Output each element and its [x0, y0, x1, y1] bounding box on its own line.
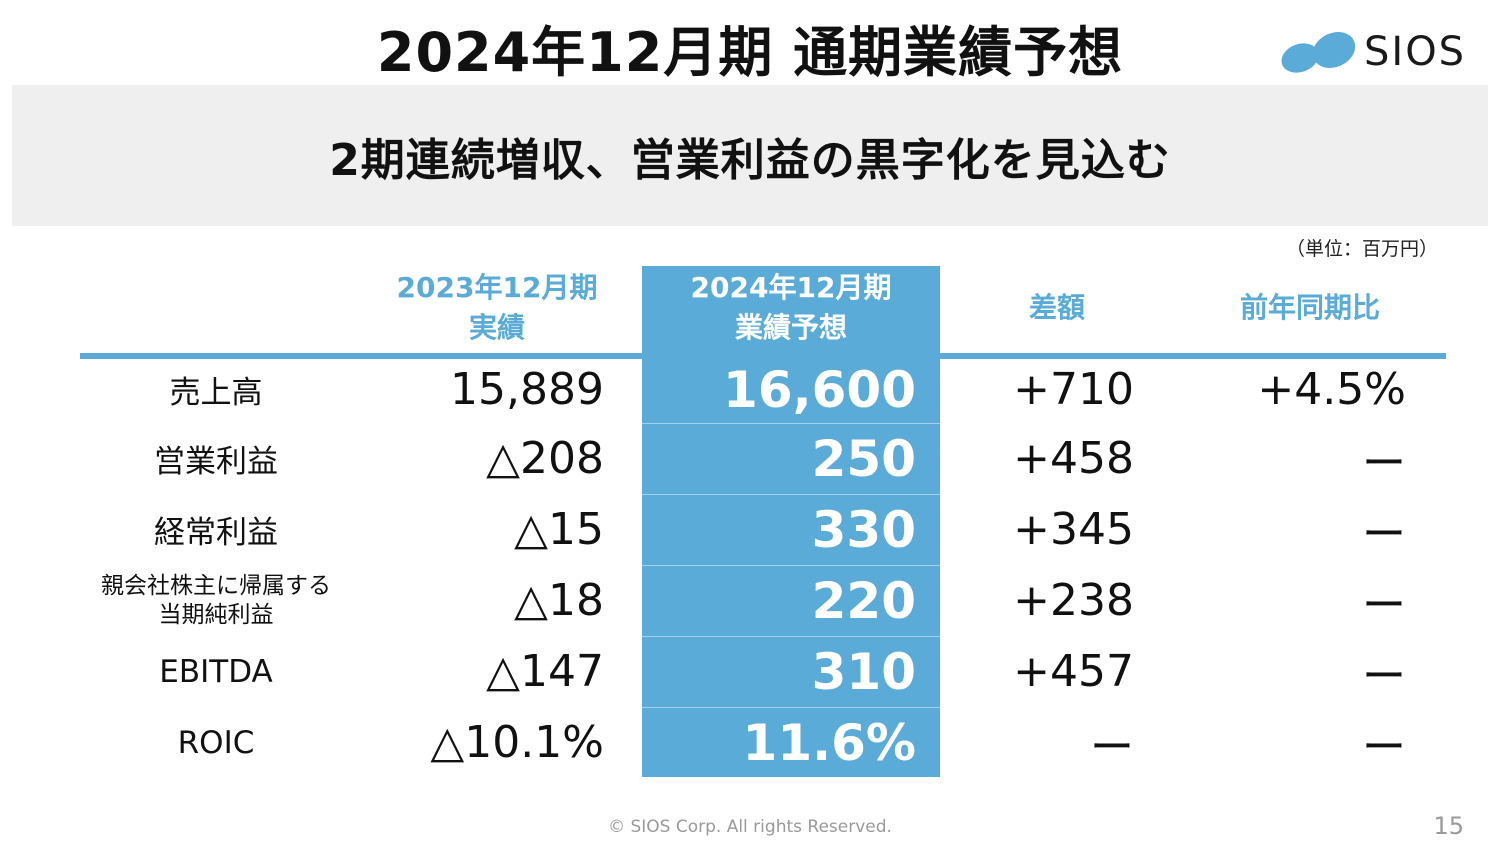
row-separator [642, 423, 940, 424]
prev-year-value: △147 [486, 646, 604, 697]
row-separator [642, 636, 940, 637]
yoy-value: +4.5% [1257, 364, 1406, 415]
yoy-value: ー [1362, 508, 1406, 560]
forecast-value: 11.6% [742, 713, 916, 772]
row-separator [642, 565, 940, 566]
row-label: 営業利益 [154, 444, 278, 480]
header-prev-year: 2023年12月期 実績 [370, 268, 624, 348]
forecast-value: 250 [811, 429, 916, 488]
header-prev-year-line1: 2023年12月期 [396, 271, 598, 304]
prev-year-value: 15,889 [450, 364, 604, 415]
prev-year-value: △18 [514, 575, 604, 626]
prev-year-value: △208 [486, 433, 604, 484]
header-rule [80, 353, 1446, 359]
copyright-footer: © SIOS Corp. All rights Reserved. [608, 817, 892, 837]
sios-droplets-logo-icon [1281, 32, 1356, 73]
header-yoy: 前年同期比 [1239, 291, 1380, 324]
header-prev-year-line2: 実績 [468, 311, 525, 344]
row-label-line2: 当期純利益 [158, 601, 274, 628]
row-label: 経常利益 [154, 515, 278, 551]
row-label: EBITDA [159, 653, 273, 690]
row-label: ROIC [177, 724, 255, 761]
yoy-value: ー [1362, 650, 1406, 702]
row-separator [642, 707, 940, 708]
forecast-column-highlight [642, 266, 940, 777]
page-title: 2024年12月期 通期業績予想 [376, 21, 1124, 84]
header-forecast-line2: 業績予想 [734, 311, 847, 344]
difference-value: +345 [1013, 504, 1134, 555]
table-row: 親会社株主に帰属する 当期純利益 △18 220 +238 ー [80, 565, 1446, 636]
yoy-value: ー [1362, 437, 1406, 489]
headline-banner: 2期連続増収、営業利益の黒字化を見込む [12, 85, 1488, 226]
difference-value: ー [1090, 721, 1134, 773]
difference-value: +238 [1013, 575, 1134, 626]
table-row: 経常利益 △15 330 +345 ー [80, 494, 1446, 565]
difference-value: +710 [1013, 364, 1134, 415]
row-label: 親会社株主に帰属する 当期純利益 [80, 565, 352, 636]
forecast-value: 330 [811, 500, 916, 559]
logo-text: SIOS [1364, 29, 1467, 75]
prev-year-value: △10.1% [430, 717, 604, 768]
row-label-line1: 親会社株主に帰属する [101, 572, 331, 599]
table-row: 営業利益 △208 250 +458 ー [80, 423, 1446, 494]
header-forecast-line1: 2024年12月期 [690, 271, 892, 304]
table-row: ROIC △10.1% 11.6% ー ー [80, 707, 1446, 778]
row-separator [642, 494, 940, 495]
table-row: 売上高 15,889 16,600 +710 +4.5% [80, 354, 1446, 425]
prev-year-value: △15 [514, 504, 604, 555]
unit-note: （単位：百万円） [1285, 238, 1438, 260]
difference-value: +458 [1013, 433, 1134, 484]
header-difference: 差額 [1028, 291, 1085, 324]
difference-value: +457 [1013, 646, 1134, 697]
yoy-value: ー [1362, 579, 1406, 631]
forecast-value: 16,600 [723, 360, 916, 419]
page-number: 15 [1433, 812, 1464, 840]
sios-logo: SIOS [1278, 28, 1478, 76]
headline-text: 2期連続増収、営業利益の黒字化を見込む [329, 134, 1171, 186]
table-row: EBITDA △147 310 +457 ー [80, 636, 1446, 707]
header-forecast: 2024年12月期 業績予想 [642, 268, 940, 348]
yoy-value: ー [1362, 721, 1406, 773]
forecast-value: 220 [811, 571, 916, 630]
forecast-value: 310 [811, 642, 916, 701]
row-label: 売上高 [169, 375, 263, 411]
